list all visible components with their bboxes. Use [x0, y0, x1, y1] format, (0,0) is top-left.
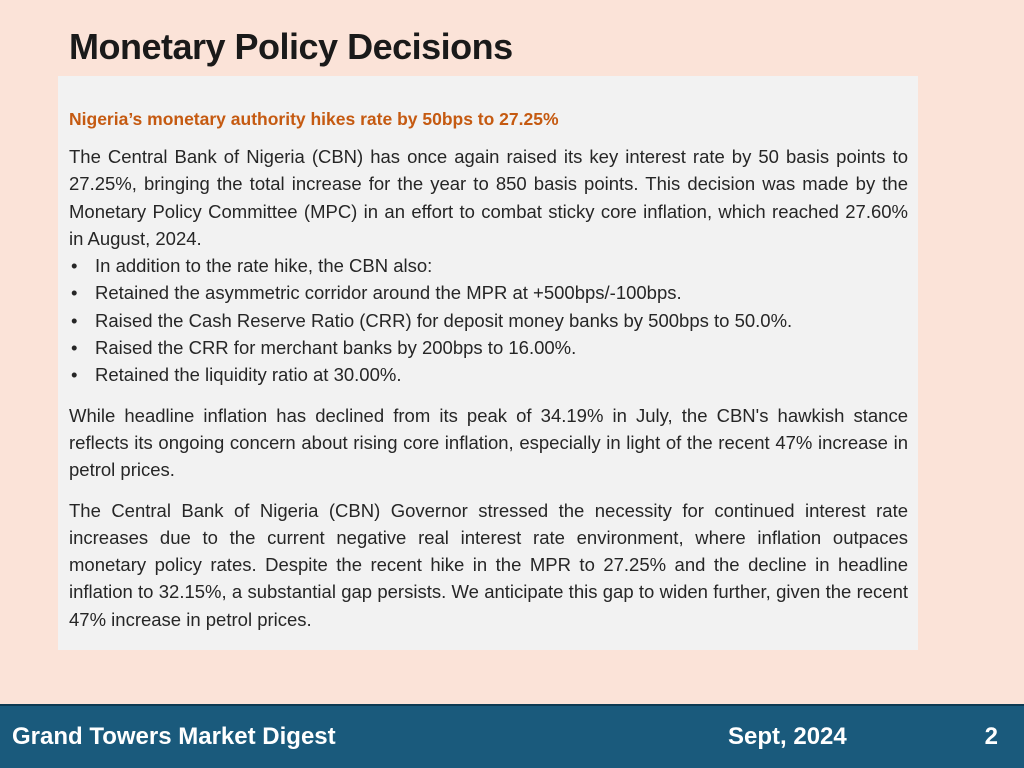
footer-date: Sept, 2024 — [728, 723, 847, 750]
publication-name: Grand Towers Market Digest — [12, 723, 336, 750]
bullet-item: Retained the liquidity ratio at 30.00%. — [69, 361, 908, 389]
decision-bullet-list: In addition to the rate hike, the CBN al… — [69, 252, 908, 389]
bullet-item: Raised the CRR for merchant banks by 200… — [69, 334, 908, 362]
headline-subtitle: Nigeria’s monetary authority hikes rate … — [69, 109, 559, 129]
footer-bar: Grand Towers Market Digest Sept, 2024 2 — [0, 704, 1024, 768]
governor-paragraph: The Central Bank of Nigeria (CBN) Govern… — [69, 499, 908, 630]
slide-title: Monetary Policy Decisions — [69, 26, 513, 67]
bullet-item: In addition to the rate hike, the CBN al… — [69, 252, 908, 280]
bullet-item: Raised the Cash Reserve Ratio (CRR) for … — [69, 307, 908, 335]
page-number: 2 — [984, 723, 998, 750]
intro-paragraph: The Central Bank of Nigeria (CBN) has on… — [69, 146, 908, 249]
content-box: Nigeria’s monetary authority hikes rate … — [58, 76, 918, 650]
inflation-paragraph: While headline inflation has declined fr… — [69, 404, 908, 481]
bullet-item: Retained the asymmetric corridor around … — [69, 279, 908, 307]
